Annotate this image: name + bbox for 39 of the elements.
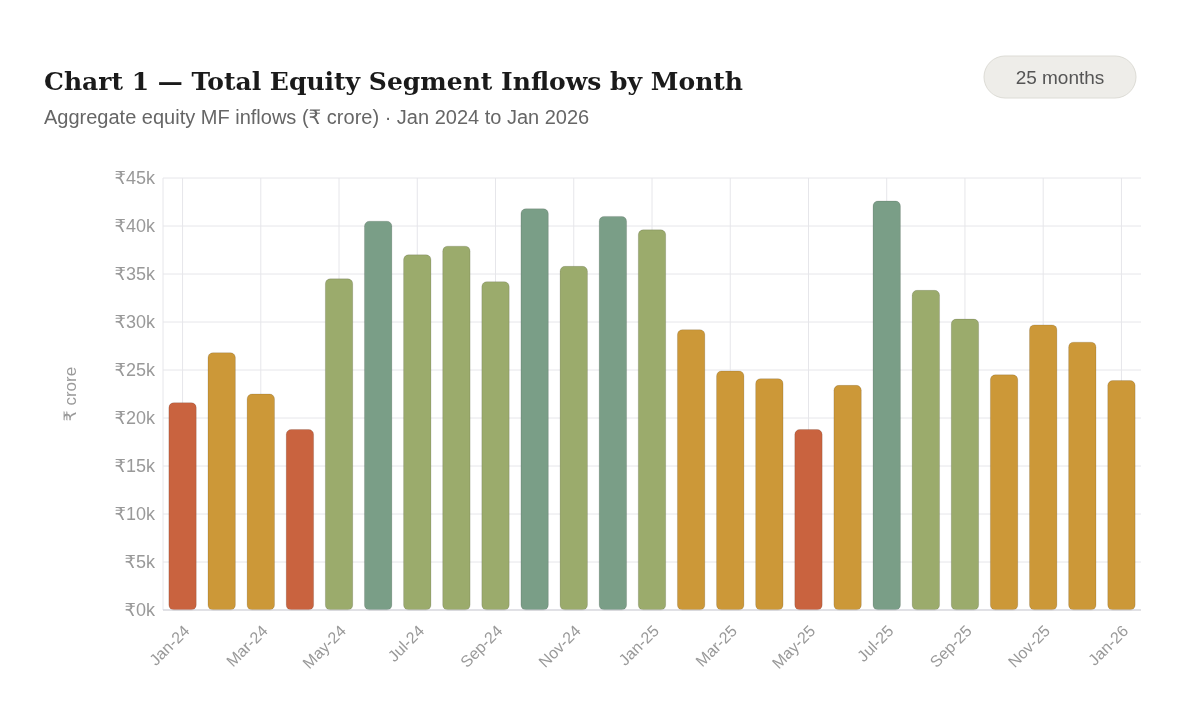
bar xyxy=(324,278,354,611)
bar xyxy=(1068,341,1097,611)
bar xyxy=(676,329,706,611)
y-tick-label: ₹20k xyxy=(114,408,156,429)
y-tick-label: ₹0k xyxy=(124,600,156,621)
bar xyxy=(911,289,941,611)
chart-title: Chart 1 — Total Equity Segment Inflows by Month xyxy=(44,67,744,96)
bar xyxy=(598,215,628,611)
bar xyxy=(559,265,588,611)
bar xyxy=(246,393,275,611)
y-tick-label: ₹45k xyxy=(114,168,156,189)
bar xyxy=(989,374,1019,611)
bar xyxy=(716,370,745,611)
bar xyxy=(207,352,236,611)
y-tick-label: ₹25k xyxy=(114,360,156,381)
y-tick-label: ₹5k xyxy=(124,552,156,573)
text: 25 months xyxy=(1015,67,1105,88)
bar xyxy=(1029,324,1058,611)
bar xyxy=(637,229,667,611)
y-tick-label: ₹40k xyxy=(114,216,156,237)
bar xyxy=(442,245,471,611)
bar xyxy=(755,378,784,611)
bar xyxy=(872,200,901,611)
y-tick-label: ₹30k xyxy=(114,312,156,333)
bar xyxy=(285,429,315,611)
bar xyxy=(363,220,393,611)
y-tick-label: ₹10k xyxy=(114,504,156,525)
bar xyxy=(833,384,862,611)
bar xyxy=(1107,380,1136,611)
bar xyxy=(794,429,823,611)
bar xyxy=(168,402,197,611)
y-tick-label: ₹15k xyxy=(114,456,156,477)
bar xyxy=(520,208,549,611)
bar xyxy=(481,281,510,611)
y-axis-title: ₹ crore xyxy=(61,366,80,422)
bar xyxy=(950,318,980,611)
chart-subtitle: Aggregate equity MF inflows (₹ crore) · Jan 2024 to Jan 2026 xyxy=(44,106,590,128)
y-tick-label: ₹35k xyxy=(114,264,156,285)
bar xyxy=(403,254,432,611)
